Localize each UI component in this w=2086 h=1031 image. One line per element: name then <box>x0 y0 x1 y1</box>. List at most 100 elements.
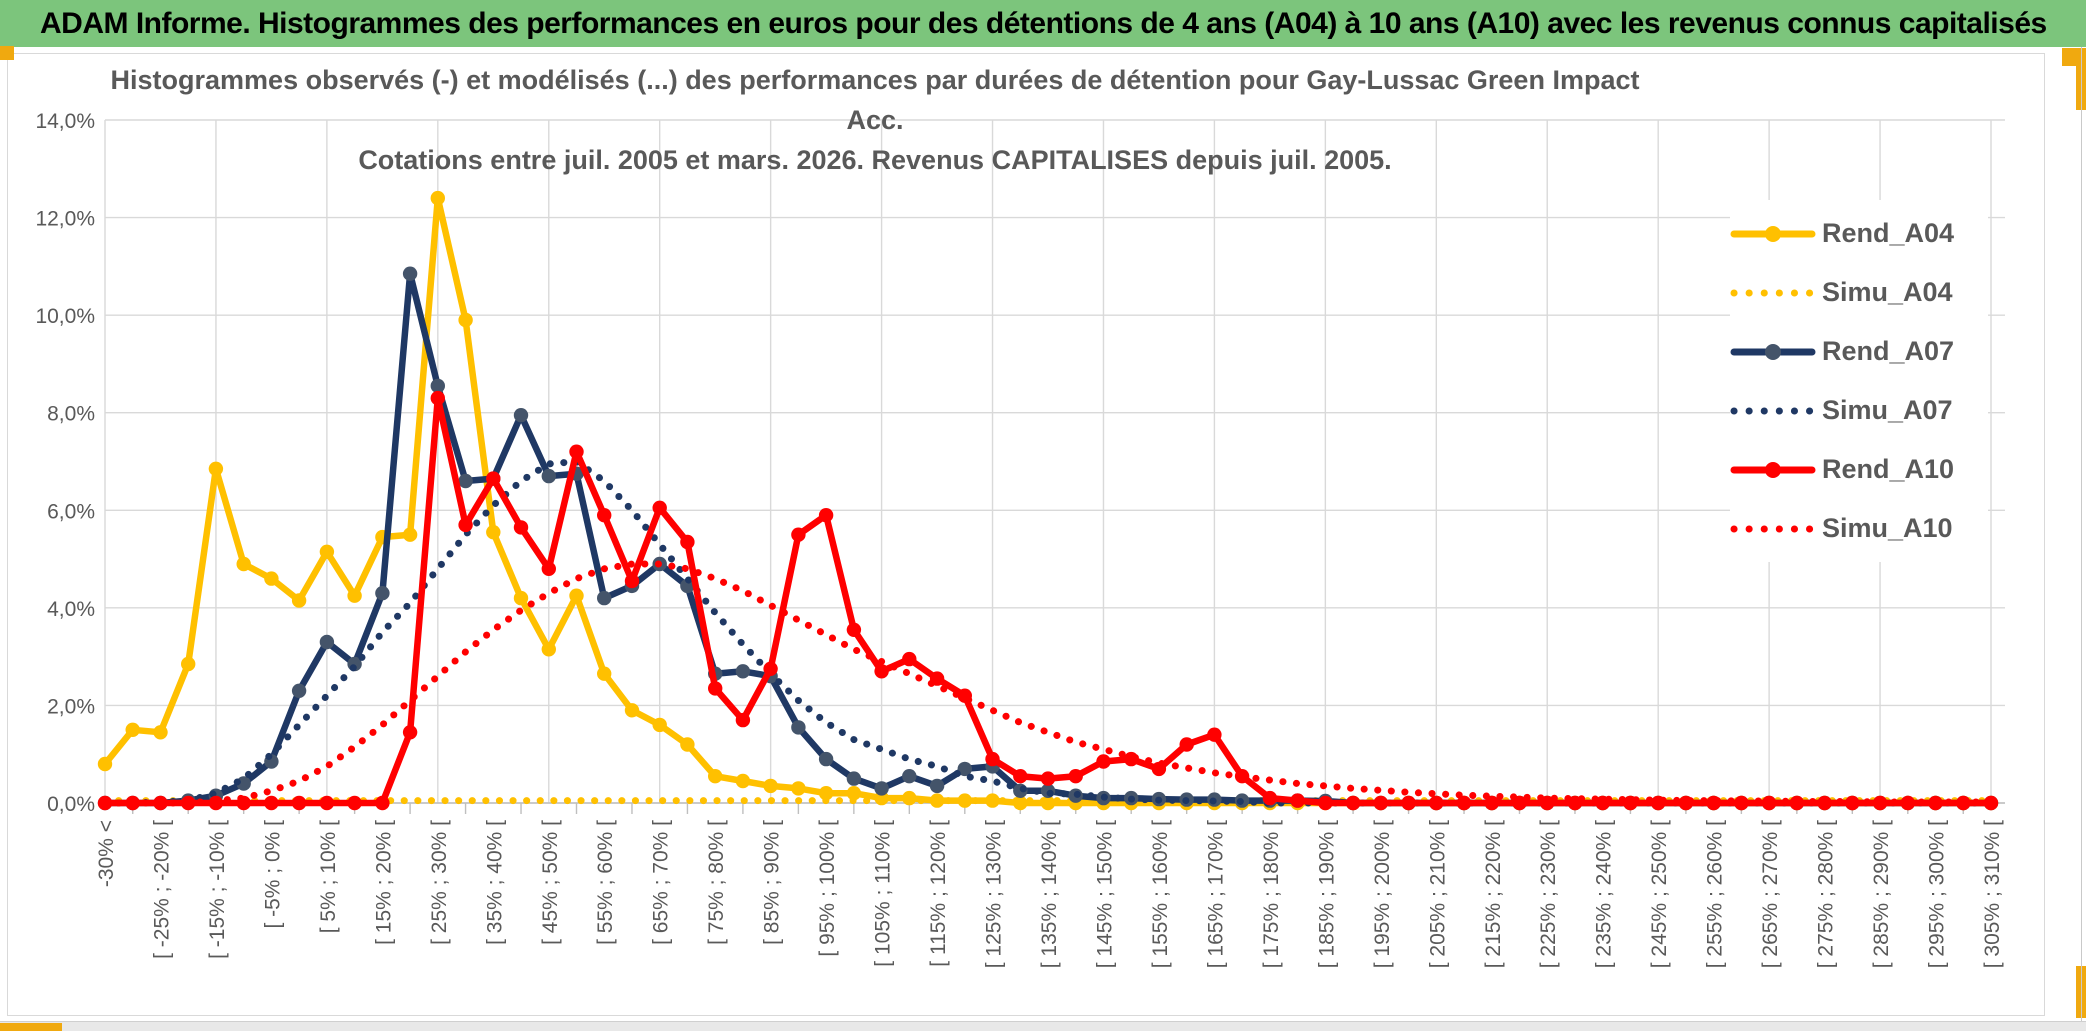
series-rend-a07-line-marker <box>929 778 945 794</box>
legend-dotted-line-icon <box>1730 525 1816 532</box>
sheet-header-bar: ADAM Informe. Histogrammes des performan… <box>0 0 2086 47</box>
series-rend-a04-line-marker <box>680 737 695 752</box>
series-rend-a04-line-marker <box>402 527 418 542</box>
series-rend-a10-line-marker <box>1456 795 1472 811</box>
scrollbar-thumb[interactable] <box>0 1023 62 1031</box>
series-rend-a10-line <box>101 394 1995 807</box>
y-axis-label: 14,0% <box>35 110 95 133</box>
legend-item-simu_a10[interactable]: Simu_A10 <box>1730 509 1988 549</box>
series-rend-a10-line-marker <box>375 795 390 811</box>
series-rend-a10-line-marker <box>1373 795 1389 811</box>
series-rend-a04-line-marker <box>153 725 168 740</box>
horizontal-scrollbar-track[interactable] <box>0 1021 2086 1031</box>
series-rend-a10-line-marker <box>1207 727 1222 742</box>
x-axis-label: [ 215% ; 220% [ <box>1482 820 1505 968</box>
x-axis-label: [ 305% ; 310% [ <box>1981 820 2004 968</box>
series-rend-a07-line-marker <box>319 634 335 650</box>
legend-item-rend_a10[interactable]: Rend_A10 <box>1730 450 1988 490</box>
x-axis-label: [ 225% ; 230% [ <box>1537 820 1560 968</box>
series-rend-a07-line-marker <box>791 720 806 735</box>
series-rend-a10-line-marker <box>1068 769 1083 784</box>
series-rend-a10-line-marker <box>402 725 418 740</box>
x-axis-label: -30% < <box>95 820 118 887</box>
legend-item-rend_a04[interactable]: Rend_A04 <box>1730 214 1988 254</box>
legend-label: Rend_A07 <box>1822 336 1955 366</box>
legend-dotted-line-icon <box>1730 289 1816 296</box>
chart-title-line1: Histogrammes observés (-) et modélisés (… <box>110 65 1640 135</box>
x-axis-label: [ 25% ; 30% [ <box>428 820 451 945</box>
series-rend-a10-line-marker <box>513 520 529 535</box>
legend-line-marker-icon <box>1730 343 1816 360</box>
legend-item-simu_a04[interactable]: Simu_A04 <box>1730 273 1988 313</box>
series-rend-a07-line-marker <box>902 769 917 784</box>
x-axis-label: [ -15% ; -10% [ <box>206 820 229 959</box>
series-rend-a10-line-marker <box>264 795 279 811</box>
series-rend-a04-line-marker <box>208 461 224 476</box>
series-rend-a04-line-marker <box>458 312 473 328</box>
x-axis-label: [ 175% ; 180% [ <box>1260 820 1283 968</box>
series-rend-a10-line-marker <box>818 508 834 523</box>
x-axis-label: [ 15% ; 20% [ <box>372 820 395 945</box>
series-rend-a04-line-marker <box>597 666 612 681</box>
series-rend-a07-line-marker <box>735 664 751 679</box>
x-axis-label: [ 125% ; 130% [ <box>983 820 1006 968</box>
series-rend-a04-line-marker <box>347 588 362 603</box>
series-rend-a07-line-marker <box>818 751 834 767</box>
series-rend-a07-line-marker <box>957 761 972 777</box>
x-axis-label: [ 135% ; 140% [ <box>1038 820 1061 968</box>
x-axis-label: [ 245% ; 250% [ <box>1648 820 1671 968</box>
series-rend-a10-line-marker <box>1401 795 1416 811</box>
series-rend-a07-line-marker <box>541 468 556 484</box>
series-rend-a10-line-marker <box>763 661 778 676</box>
series-rend-a10-line-marker <box>1484 795 1500 811</box>
series-rend-a04-line-marker <box>181 656 196 672</box>
series-rend-a10-line-marker <box>430 390 445 406</box>
series-rend-a04-line-marker <box>319 544 335 559</box>
legend-item-rend_a07[interactable]: Rend_A07 <box>1730 332 1988 372</box>
chart-legend[interactable]: Rend_A04 Simu_A04 Rend_A07 Simu_A07 Rend_A10… <box>1730 200 1988 562</box>
x-axis-label: [ 275% ; 280% [ <box>1815 820 1838 968</box>
y-axis-label: 6,0% <box>47 500 95 523</box>
legend-line-marker-icon <box>1730 225 1816 242</box>
series-rend-a10-line-marker <box>1040 771 1056 786</box>
series-rend-a10-line-marker <box>985 751 1000 767</box>
series-rend-a04-line-marker <box>624 703 640 718</box>
x-axis-label: [ 85% ; 90% [ <box>761 820 784 945</box>
series-rend-a07-line-marker <box>597 590 612 606</box>
x-axis-label: [ 45% ; 50% [ <box>539 820 562 945</box>
series-rend-a10-line-marker <box>458 517 473 533</box>
x-axis-label: [ 265% ; 270% [ <box>1759 820 1782 968</box>
series-rend-a07-line-marker <box>846 771 862 786</box>
x-axis-label: [ 165% ; 170% [ <box>1204 820 1227 968</box>
y-axis-label: 10,0% <box>35 305 95 328</box>
series-rend-a10-line-marker <box>291 795 307 811</box>
series-simu-a10-dotted-line <box>101 560 1995 807</box>
x-axis-label: [ -25% ; -20% [ <box>150 820 173 959</box>
series-rend-a10-line-marker <box>708 681 723 696</box>
series-rend-a04-line-marker <box>513 590 529 606</box>
series-rend-a10-line-marker <box>1345 795 1361 811</box>
legend-item-simu_a07[interactable]: Simu_A07 <box>1730 391 1988 431</box>
series-rend-a10-line-marker <box>1179 737 1194 752</box>
series-rend-a07-line-marker <box>375 586 390 601</box>
x-axis-label: [ 105% ; 110% [ <box>872 820 895 967</box>
y-axis-label: 0,0% <box>47 793 95 816</box>
selection-handle-top-left <box>0 46 14 60</box>
series-rend-a04-line-marker <box>430 190 445 206</box>
y-axis-label: 2,0% <box>47 695 95 718</box>
series-rend-a10-line-marker <box>874 664 889 679</box>
series-rend-a04-line-marker <box>97 756 113 772</box>
series-rend-a07-line-marker <box>513 408 529 423</box>
chart-object[interactable] <box>7 53 2045 1016</box>
window-edge-line <box>2081 47 2082 1031</box>
series-rend-a10-line-marker <box>1290 793 1305 808</box>
x-axis-label: [ 255% ; 260% [ <box>1704 820 1727 968</box>
series-rend-a07-line-marker <box>291 683 307 698</box>
x-axis-label: [ 5% ; 10% [ <box>317 820 340 933</box>
series-rend-a04-line-marker <box>125 722 140 737</box>
sheet-header-title: ADAM Informe. Histogrammes des performan… <box>40 6 2047 40</box>
series-rend-a04-line-marker <box>708 769 723 784</box>
y-axis-label: 4,0% <box>47 598 95 621</box>
series-rend-a10-line-marker <box>624 573 640 589</box>
